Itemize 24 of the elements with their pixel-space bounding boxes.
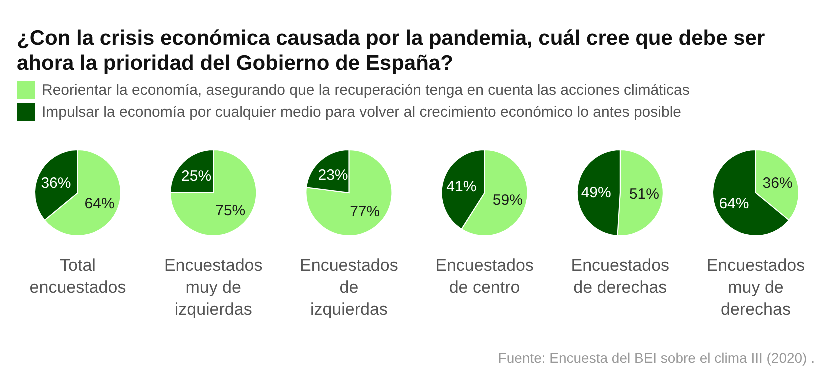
- text: Encuestados muy de izquierdas: [164, 256, 263, 319]
- data-label: 23%: [318, 167, 348, 184]
- chart-title: ¿Con la crisis económica causada por la pandemia, cuál cree que debe ser ahora la prioridad del Gobierno de España?: [17, 27, 766, 75]
- legend-label: Reorientar la economía, asegurando que la recuperación tenga en cuenta las acciones climáticas: [42, 82, 690, 99]
- pie-slice: [170, 150, 258, 236]
- legend-label: Impulsar la economía por cualquier medio para volver al crecimiento económico lo antes posible: [42, 104, 682, 121]
- data-label: 64%: [84, 196, 115, 213]
- text: Total encuestados: [30, 256, 126, 297]
- text: Encuestados de centro: [436, 256, 534, 297]
- data-label: 77%: [350, 203, 380, 220]
- data-label: 25%: [182, 168, 212, 186]
- pie-slice: [306, 150, 393, 236]
- data-label: 41%: [446, 178, 477, 196]
- data-label: 36%: [762, 174, 793, 192]
- data-label: 59%: [492, 192, 523, 209]
- data-label: 75%: [216, 202, 246, 220]
- data-label: 36%: [41, 174, 72, 192]
- text: Encuestados de derechas: [571, 256, 670, 297]
- text: Encuestados muy de derechas: [706, 256, 806, 319]
- data-label: 64%: [719, 196, 750, 213]
- data-label: 49%: [581, 184, 612, 202]
- source-note: Fuente: Encuesta del BEI sobre el clima III (2020) .: [498, 350, 815, 366]
- data-label: 51%: [629, 186, 660, 204]
- text: Encuestados de izquierdas: [300, 256, 398, 319]
